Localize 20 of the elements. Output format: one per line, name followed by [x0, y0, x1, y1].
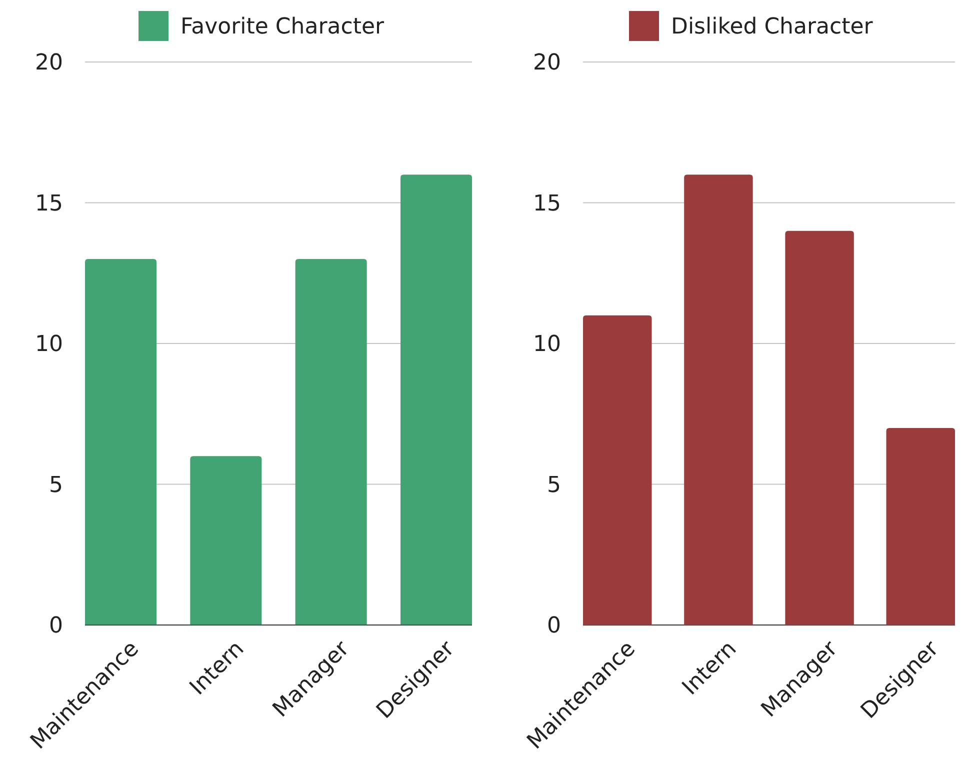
bar: [684, 174, 753, 625]
y-tick-label: 0: [547, 614, 561, 639]
y-tick-label: 0: [49, 614, 63, 639]
bar: [295, 259, 367, 625]
y-tick-label: 15: [533, 191, 561, 216]
y-tick-label: 15: [35, 191, 63, 216]
y-tick-label: 10: [533, 332, 561, 358]
y-tick-label: 10: [35, 332, 63, 358]
y-tick-label: 20: [533, 50, 561, 76]
bar: [400, 174, 472, 625]
legend-label: Disliked Character: [671, 14, 874, 40]
bar: [785, 230, 854, 625]
bar: [85, 259, 157, 625]
bar: [886, 428, 955, 625]
bar: [583, 315, 652, 625]
y-tick-label: 5: [547, 472, 561, 498]
legend-label: Favorite Character: [180, 14, 385, 40]
y-tick-label: 5: [49, 472, 63, 498]
y-tick-label: 20: [35, 50, 63, 76]
bar: [190, 456, 262, 625]
